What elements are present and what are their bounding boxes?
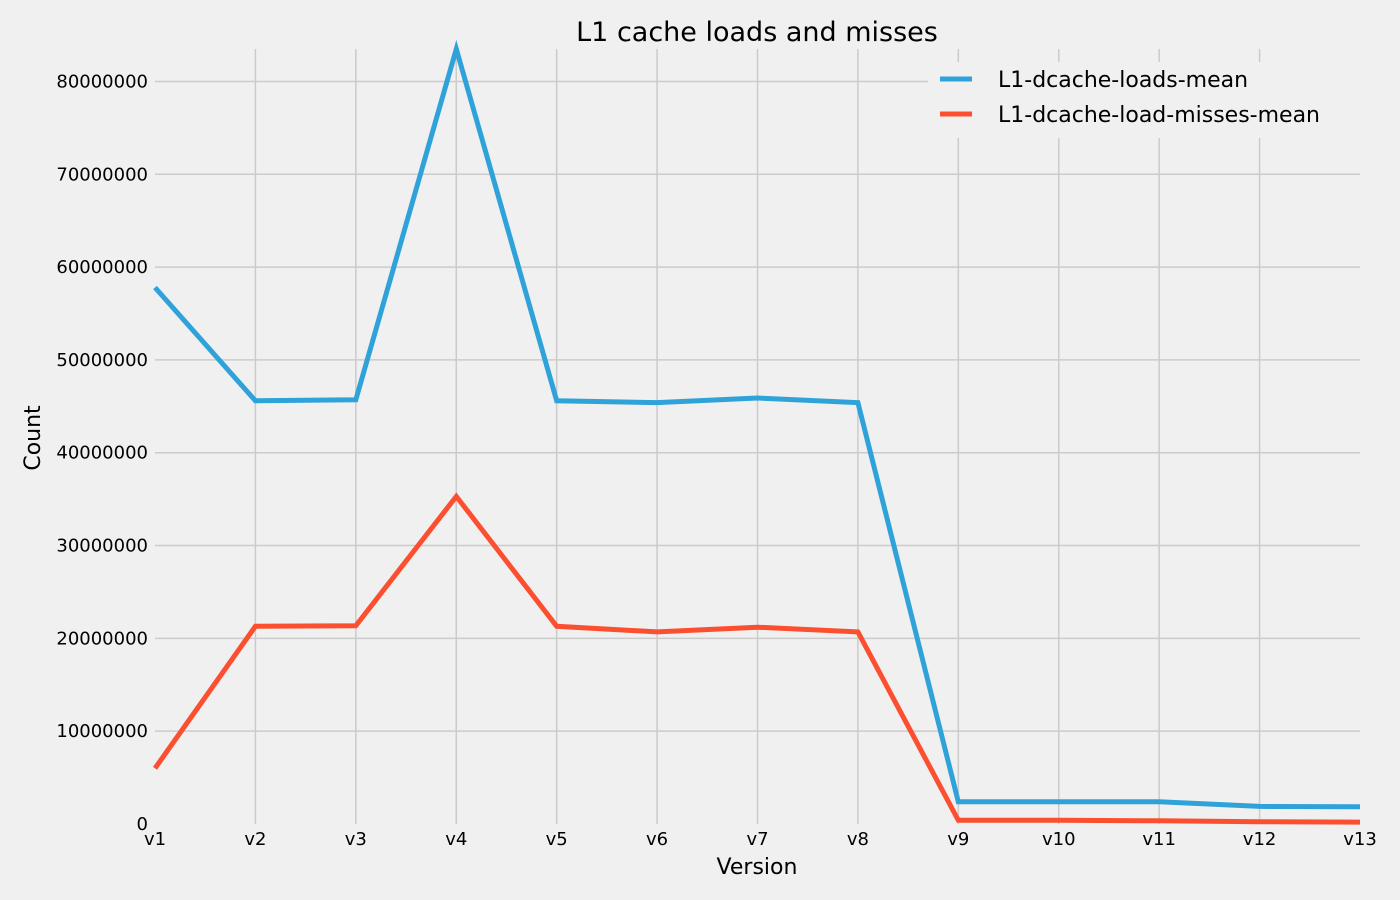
x-tick-label: v5 — [546, 829, 568, 850]
y-tick-label: 10000000 — [56, 721, 148, 742]
x-tick-label: v1 — [144, 829, 166, 850]
x-tick-label: v11 — [1142, 829, 1176, 850]
x-tick-label: v9 — [947, 829, 969, 850]
chart-title: L1 cache loads and misses — [576, 17, 938, 48]
y-tick-label: 0 — [137, 814, 148, 835]
y-tick-label: 70000000 — [56, 164, 148, 185]
y-tick-label: 20000000 — [56, 628, 148, 649]
series-line-1 — [152, 492, 1361, 825]
x-tick-label: v8 — [847, 829, 869, 850]
x-tick-label: v7 — [746, 829, 768, 850]
y-tick-label: 80000000 — [56, 71, 148, 92]
legend-label-0: L1-dcache-loads-mean — [998, 68, 1248, 93]
x-tick-label: v12 — [1243, 829, 1277, 850]
grid — [155, 49, 1360, 824]
y-axis-label: Count — [21, 405, 46, 471]
y-tick-label: 50000000 — [56, 350, 148, 371]
legend-label-1: L1-dcache-load-misses-mean — [998, 103, 1320, 128]
x-tick-label: v3 — [345, 829, 367, 850]
legend-box — [928, 62, 1360, 138]
x-axis-label: Version — [717, 855, 798, 880]
x-tick-label: v13 — [1343, 829, 1377, 850]
y-tick-label: 40000000 — [56, 443, 148, 464]
tick-labels: 0 10000000 20000000 30000000 40000000 5000000… — [56, 71, 1376, 850]
series-lines — [152, 39, 1361, 825]
legend: L1-dcache-loads-mean L1-dcache-load-misse… — [928, 62, 1360, 138]
series-line-0 — [153, 39, 1361, 810]
x-tick-label: v4 — [445, 829, 467, 850]
x-tick-label: v6 — [646, 829, 668, 850]
x-tick-label: v2 — [244, 829, 266, 850]
y-tick-label: 60000000 — [56, 257, 148, 278]
y-tick-label: 30000000 — [56, 536, 148, 557]
x-tick-label: v10 — [1042, 829, 1076, 850]
